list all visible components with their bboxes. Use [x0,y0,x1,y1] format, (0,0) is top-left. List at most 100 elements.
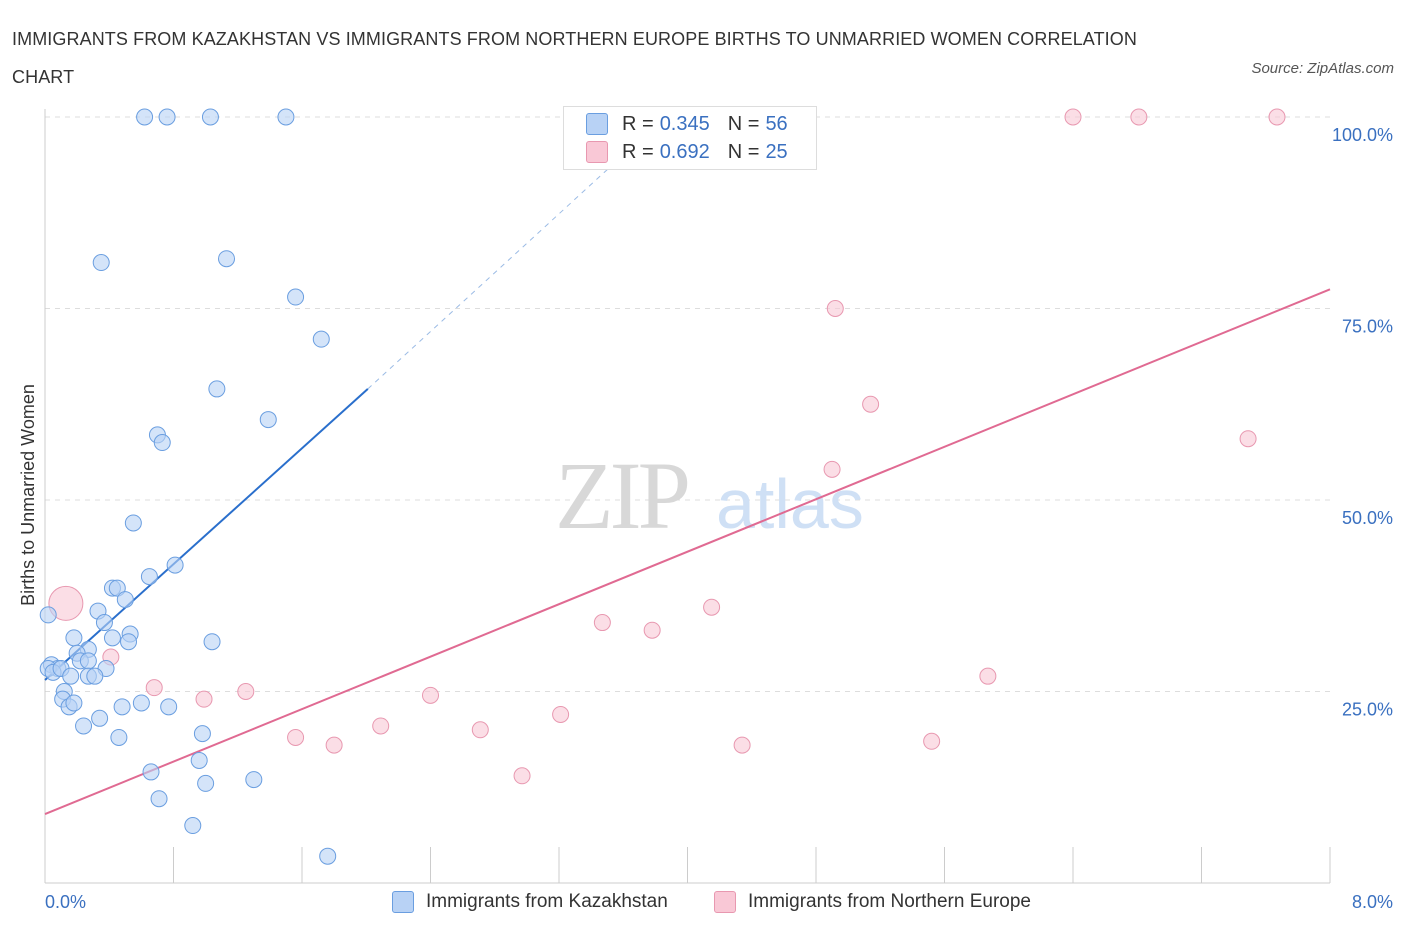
point-kazakhstan [203,633,221,651]
point-kazakhstan [319,847,337,865]
bottom-legend-label-kazakhstan: Immigrants from Kazakhstan [426,891,668,912]
point-kazakhstan [153,434,171,452]
point-kazakhstan [79,652,97,670]
point-kazakhstan [312,330,330,348]
n-label: N = [727,112,760,135]
point-kazakhstan [39,606,57,624]
bottom-legend-label-northern-europe: Immigrants from Northern Europe [748,891,1031,912]
r-label: R = [622,140,654,163]
grid-lines: 25.0% 50.0% 75.0% 100.0% [45,116,1393,720]
point-northern-europe [372,717,390,735]
legend-swatch-pink [586,141,608,163]
correlation-legend: R = 0.345 N = 56 R = 0.692 N = 25 [563,106,817,170]
point-kazakhstan [259,411,277,429]
point-kazakhstan [160,698,178,716]
point-northern-europe [593,614,611,632]
point-northern-europe [1239,430,1257,448]
point-kazakhstan [65,629,83,647]
point-northern-europe [325,736,343,754]
point-northern-europe [422,686,439,704]
point-kazakhstan [142,763,160,781]
point-kazakhstan [201,108,219,126]
point-northern-europe [552,705,570,723]
point-kazakhstan [136,108,154,126]
x-tick-label-min: 0.0% [45,892,86,912]
x-tick-label-max: 8.0% [1352,892,1393,912]
point-kazakhstan [184,817,202,835]
point-northern-europe [237,683,255,700]
point-northern-europe [733,736,751,754]
point-kazakhstan [91,709,109,727]
point-kazakhstan [103,629,121,647]
point-kazakhstan [208,380,226,398]
legend-swatch-blue [586,113,608,135]
bottom-swatch-blue [392,891,414,913]
point-kazakhstan [197,774,215,792]
point-kazakhstan [140,568,158,586]
bottom-legend-northern-europe: Immigrants from Northern Europe [714,888,1031,916]
y-tick-label: 100.0% [1332,125,1393,145]
r-value-northern-europe: 0.692 [659,140,710,163]
point-northern-europe [145,679,163,697]
point-northern-europe [979,667,997,685]
legend-row-northern-europe: R = 0.692 N = 25 [586,138,788,166]
point-kazakhstan [277,108,295,126]
point-kazakhstan [75,717,93,735]
point-kazakhstan [287,288,305,306]
point-northern-europe [826,300,844,317]
point-kazakhstan [86,667,104,685]
point-kazakhstan [65,694,83,712]
point-kazakhstan [113,698,131,716]
point-kazakhstan [120,633,138,651]
bottom-swatch-pink [714,891,736,913]
point-kazakhstan [62,667,80,685]
point-northern-europe [703,598,721,616]
point-northern-europe [1268,108,1286,126]
trend-line-kazakhstan [44,388,369,681]
point-kazakhstan [166,556,184,574]
point-northern-europe [862,395,880,413]
y-axis-label: Births to Unmarried Women [18,384,38,606]
point-northern-europe [1064,108,1082,126]
legend-row-kazakhstan: R = 0.345 N = 56 [586,110,788,138]
data-points [39,108,1286,865]
source-label: Source: ZipAtlas.com [1251,60,1394,77]
point-kazakhstan [132,694,150,712]
point-northern-europe [48,585,84,621]
point-northern-europe [513,767,531,785]
chart-title: IMMIGRANTS FROM KAZAKHSTAN VS IMMIGRANTS… [12,29,1137,87]
y-tick-label: 75.0% [1342,317,1393,337]
point-northern-europe [471,721,489,739]
point-kazakhstan [95,614,113,632]
point-northern-europe [823,460,841,478]
y-tick-label: 25.0% [1342,700,1393,720]
point-northern-europe [923,732,941,750]
point-kazakhstan [92,254,110,272]
point-kazakhstan [193,725,211,743]
y-tick-label: 50.0% [1342,508,1393,528]
point-kazakhstan [116,591,134,609]
point-northern-europe [1130,108,1148,126]
point-northern-europe [643,621,661,639]
point-kazakhstan [218,250,236,268]
watermark: ZIP atlas [555,442,864,549]
bottom-legend-kazakhstan: Immigrants from Kazakhstan [392,888,668,916]
point-kazakhstan [150,790,168,808]
point-northern-europe [287,728,305,746]
point-kazakhstan [245,771,263,789]
r-label: R = [622,112,654,135]
point-northern-europe [195,690,213,708]
axes: 0.0% 8.0% [44,109,1393,912]
n-value-kazakhstan: 56 [765,112,788,135]
n-label: N = [727,140,760,163]
point-kazakhstan [108,579,126,597]
point-kazakhstan [124,514,142,532]
watermark-zip: ZIP [555,442,688,549]
point-kazakhstan [110,728,128,746]
trend-line-kazakhstan-extension [367,147,632,390]
point-kazakhstan [190,751,208,769]
point-kazakhstan [158,108,176,126]
trend-line-northern-europe [44,288,1331,815]
r-value-kazakhstan: 0.345 [659,112,710,135]
